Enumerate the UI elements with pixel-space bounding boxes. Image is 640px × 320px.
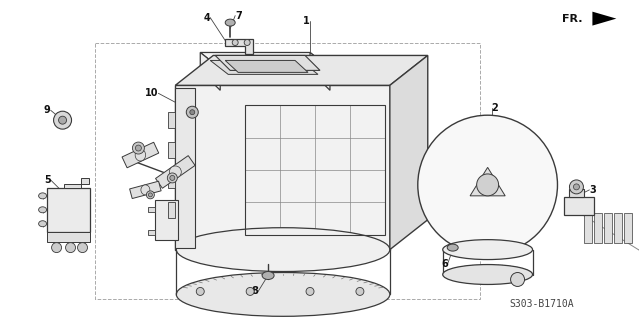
Ellipse shape	[38, 207, 47, 213]
Circle shape	[147, 191, 154, 199]
Polygon shape	[148, 207, 156, 212]
Text: 8: 8	[252, 286, 258, 296]
Ellipse shape	[176, 228, 390, 271]
Circle shape	[477, 174, 499, 196]
Polygon shape	[175, 85, 390, 250]
Polygon shape	[310, 52, 330, 90]
Text: 10: 10	[145, 88, 158, 98]
Ellipse shape	[443, 240, 532, 260]
Ellipse shape	[176, 273, 390, 316]
Polygon shape	[584, 213, 593, 243]
Polygon shape	[390, 55, 428, 250]
Ellipse shape	[38, 221, 47, 227]
Polygon shape	[225, 60, 308, 72]
Circle shape	[132, 142, 145, 154]
Polygon shape	[156, 156, 195, 188]
Text: 5: 5	[44, 175, 51, 185]
Ellipse shape	[141, 185, 150, 195]
Ellipse shape	[38, 193, 47, 199]
Ellipse shape	[443, 265, 532, 284]
Ellipse shape	[135, 149, 146, 161]
Polygon shape	[175, 88, 195, 248]
Circle shape	[65, 243, 76, 252]
Circle shape	[148, 193, 152, 197]
Circle shape	[232, 40, 238, 45]
Circle shape	[54, 111, 72, 129]
Polygon shape	[168, 202, 175, 218]
Circle shape	[196, 287, 204, 295]
Circle shape	[170, 175, 175, 180]
Circle shape	[59, 116, 67, 124]
Polygon shape	[148, 230, 156, 235]
Text: 6: 6	[441, 259, 448, 268]
Polygon shape	[225, 38, 253, 54]
Polygon shape	[614, 213, 622, 243]
Polygon shape	[595, 213, 602, 243]
Circle shape	[186, 106, 198, 118]
Polygon shape	[470, 167, 505, 196]
Polygon shape	[593, 12, 616, 26]
Circle shape	[418, 115, 557, 255]
Circle shape	[77, 243, 88, 252]
Polygon shape	[625, 213, 632, 243]
Polygon shape	[168, 112, 175, 128]
Polygon shape	[210, 60, 318, 74]
Circle shape	[244, 40, 250, 45]
Text: 3: 3	[589, 185, 596, 195]
Circle shape	[306, 287, 314, 295]
Text: S303-B1710A: S303-B1710A	[510, 300, 575, 309]
Polygon shape	[63, 178, 88, 188]
Text: FR.: FR.	[562, 14, 582, 24]
Polygon shape	[168, 142, 175, 158]
Polygon shape	[200, 52, 220, 90]
Polygon shape	[570, 189, 584, 197]
Text: 4: 4	[204, 12, 210, 23]
Circle shape	[246, 287, 254, 295]
Text: 7: 7	[235, 11, 242, 20]
Circle shape	[511, 273, 525, 286]
Polygon shape	[215, 55, 320, 70]
Text: 1: 1	[303, 16, 310, 26]
Circle shape	[570, 180, 584, 194]
Circle shape	[52, 243, 61, 252]
Polygon shape	[47, 188, 90, 232]
Polygon shape	[47, 232, 90, 242]
Polygon shape	[168, 172, 175, 188]
Polygon shape	[175, 55, 428, 85]
Polygon shape	[156, 200, 179, 240]
Ellipse shape	[262, 271, 274, 279]
Polygon shape	[604, 213, 612, 243]
Circle shape	[136, 145, 141, 151]
Circle shape	[356, 287, 364, 295]
Ellipse shape	[447, 244, 458, 251]
Polygon shape	[564, 197, 595, 215]
Circle shape	[190, 110, 195, 115]
Polygon shape	[130, 181, 161, 198]
Text: 2: 2	[492, 103, 499, 113]
Circle shape	[573, 184, 579, 190]
Polygon shape	[122, 142, 159, 168]
Ellipse shape	[170, 166, 181, 178]
Text: 9: 9	[44, 105, 51, 115]
Polygon shape	[200, 52, 330, 68]
Circle shape	[167, 173, 177, 183]
Ellipse shape	[225, 19, 235, 26]
